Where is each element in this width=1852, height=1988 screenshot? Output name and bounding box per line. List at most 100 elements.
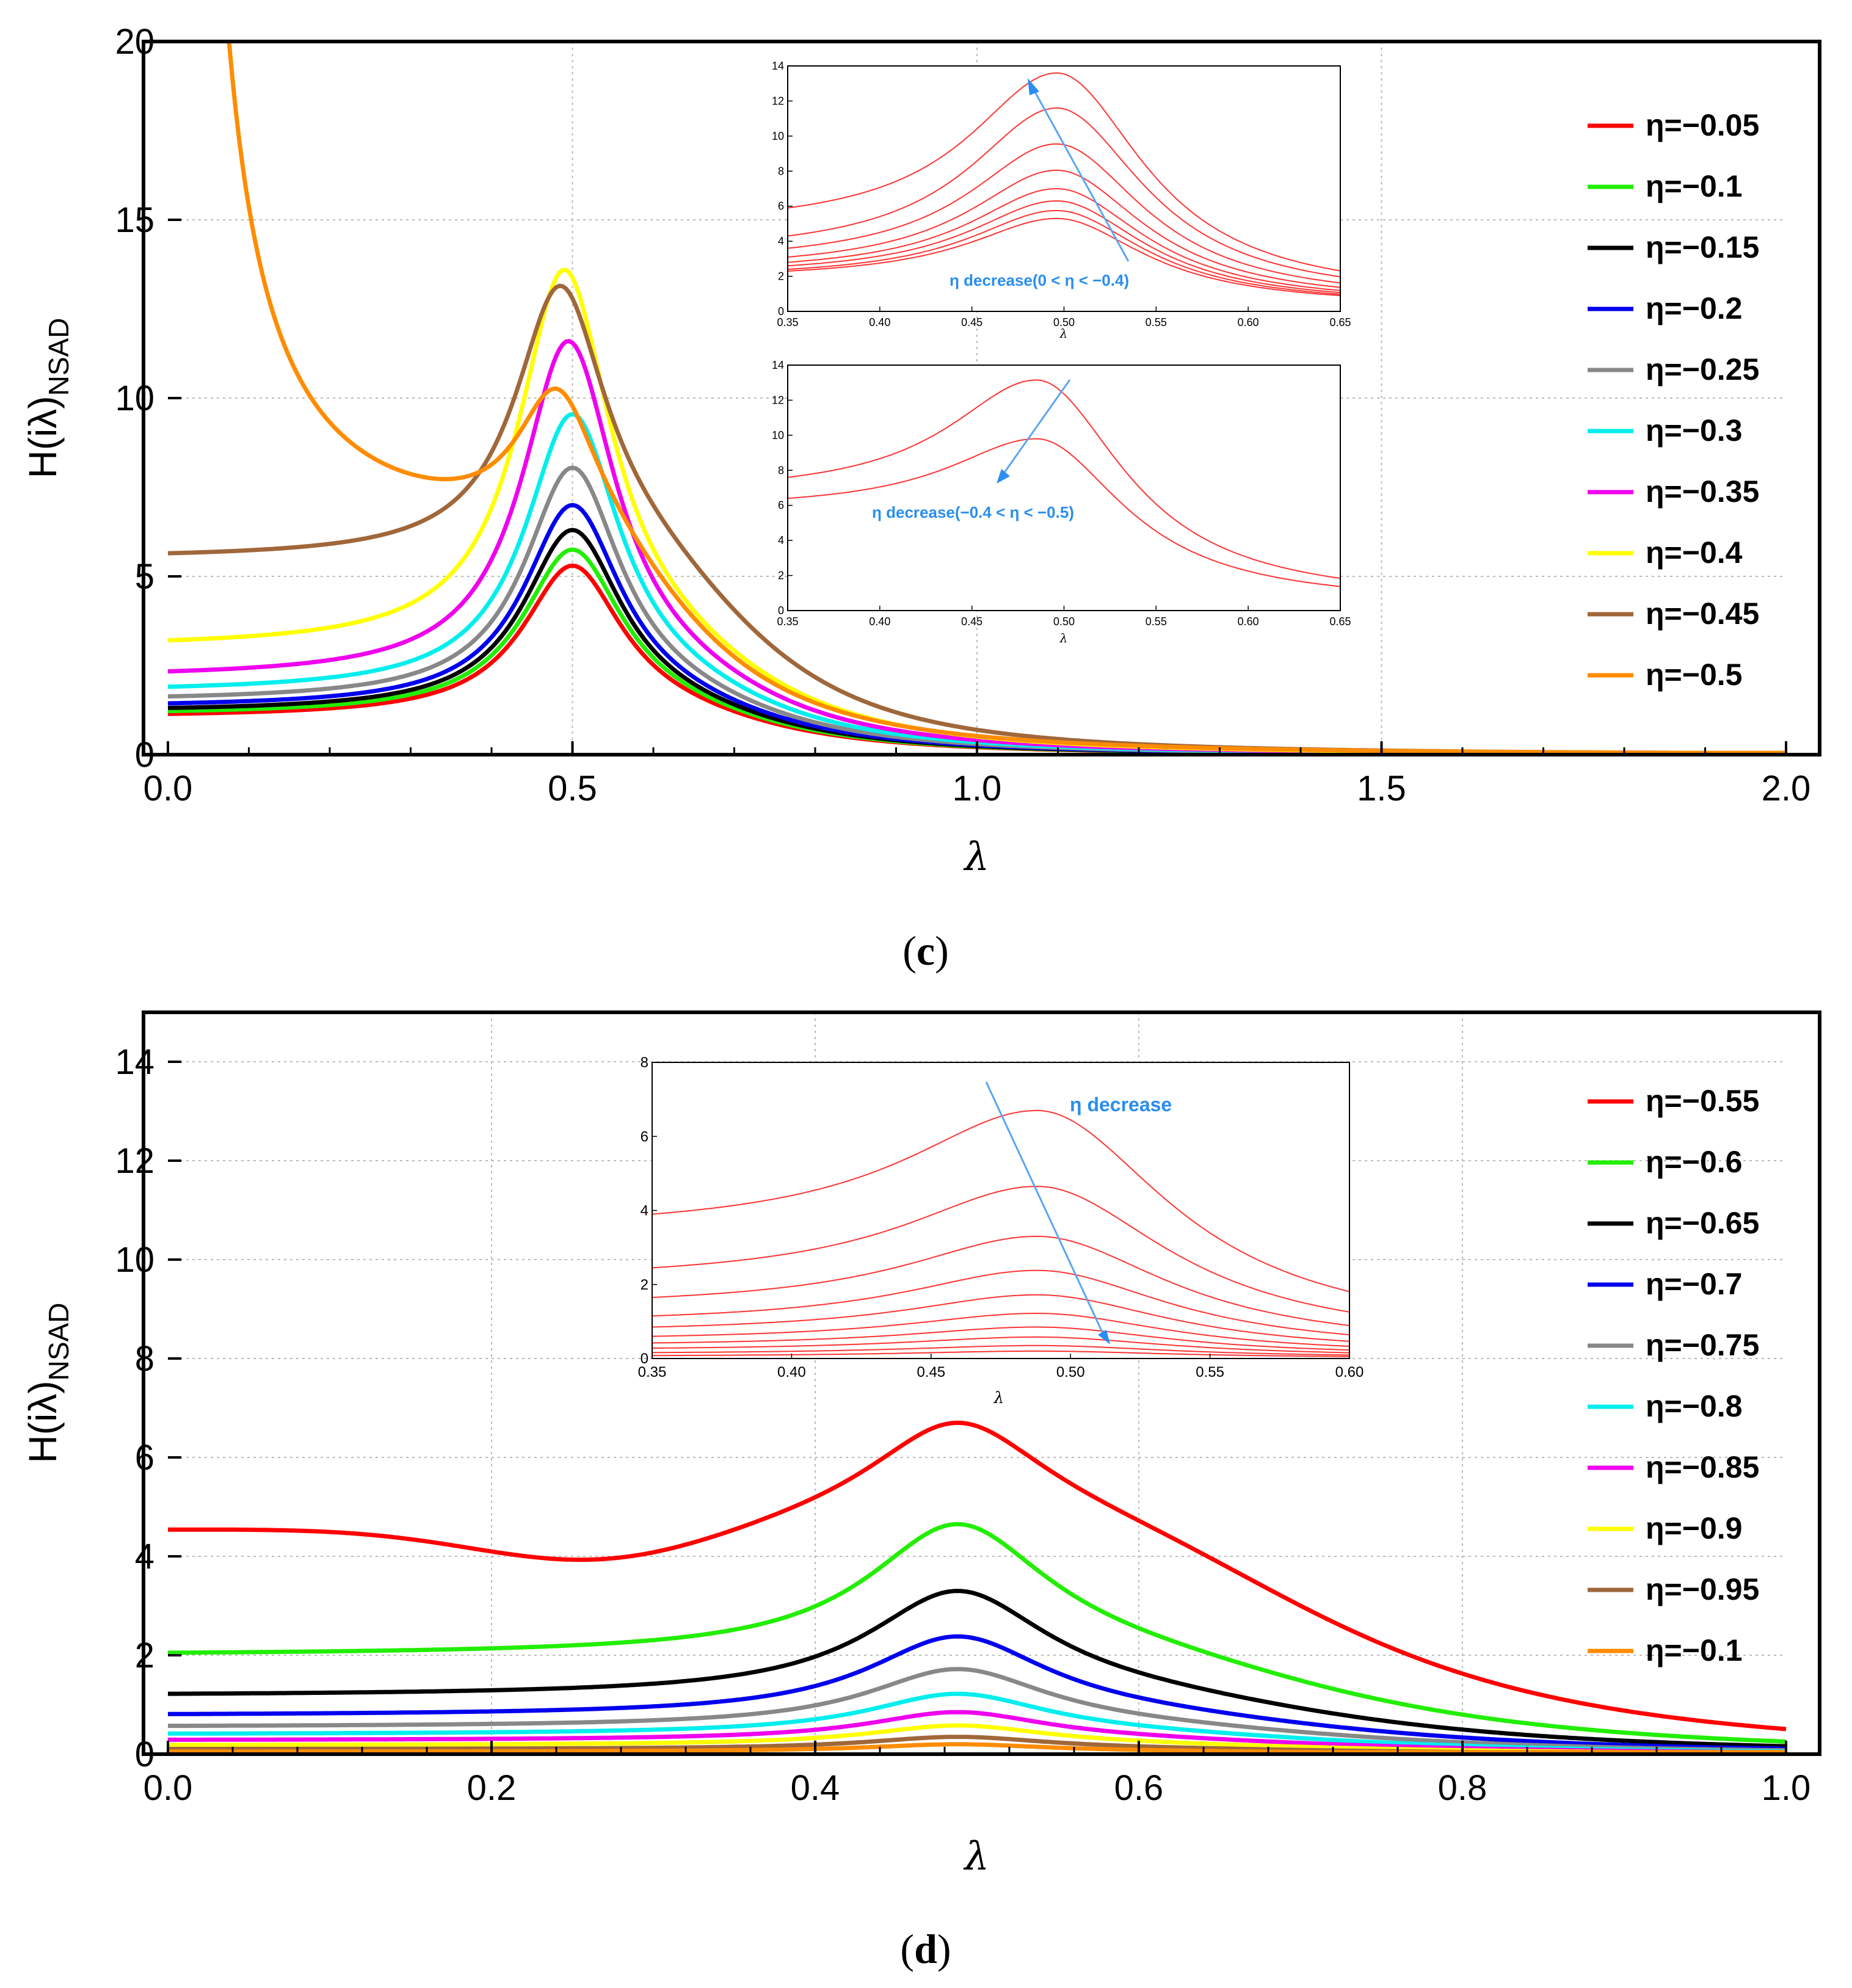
inset-x-tick-label: 0.40 xyxy=(777,1364,806,1380)
panel-d-caption: (d) xyxy=(900,1926,951,1972)
inset-curve xyxy=(787,379,1341,579)
inset-x-tick-label: 0.50 xyxy=(1053,615,1075,628)
x-tick-label: 0.4 xyxy=(791,1768,840,1808)
inset-lower-annotation: η decrease(−0.4 < η < −0.5) xyxy=(872,503,1074,521)
panel-c-caption: (c) xyxy=(902,927,949,974)
inset-curve xyxy=(652,1336,1350,1354)
inset-y-tick-label: 4 xyxy=(641,1203,648,1219)
legend-entry: η=−0.35 xyxy=(1646,474,1759,509)
inset-y-tick-label: 6 xyxy=(778,499,784,512)
inset-upper-trend-arrow xyxy=(1029,84,1130,262)
y-tick-label: 8 xyxy=(135,1339,154,1379)
series-line xyxy=(227,42,1786,755)
legend-entry: η=−0.85 xyxy=(1646,1450,1759,1484)
series-line xyxy=(168,1589,1787,1749)
inset-y-tick-label: 14 xyxy=(772,60,784,72)
inset-x-tick-label: 0.45 xyxy=(917,1364,945,1380)
panel-d-y-ticks: 0 2 4 6 8 10 12 14 xyxy=(115,1042,181,1774)
inset-x-tick-label: 0.45 xyxy=(961,615,982,628)
legend-entry: η=−0.9 xyxy=(1646,1511,1742,1545)
inset-lower-curves xyxy=(787,379,1341,587)
inset-curve xyxy=(787,200,1341,294)
inset-y-tick-label: 8 xyxy=(641,1054,648,1071)
inset-lower-arrowhead xyxy=(997,469,1010,484)
legend-entry: η=−0.55 xyxy=(1646,1084,1759,1118)
panel-d-chart: 0.0 0.2 0.4 0.6 0.8 1.0 0 2 4 6 8 10 12 14 λ H(iλ)NS… xyxy=(21,1010,1821,1972)
panel-c-x-axis-label: λ xyxy=(963,835,990,880)
inset-y-tick-label: 4 xyxy=(778,235,784,247)
x-tick-label: 0.8 xyxy=(1438,1768,1487,1808)
inset-curve xyxy=(787,72,1341,272)
legend-entry: η=−0.6 xyxy=(1646,1145,1742,1179)
series-line xyxy=(168,1420,1787,1732)
inset-curve xyxy=(652,1344,1350,1356)
inset-upper-arrowhead xyxy=(1028,78,1039,95)
legend-entry: η=−0.75 xyxy=(1646,1328,1759,1362)
series-line xyxy=(168,1522,1787,1744)
inset-x-tick-label: 0.60 xyxy=(1238,316,1259,328)
inset-y-tick-label: 10 xyxy=(772,429,784,441)
inset-x-tick-label: 0.35 xyxy=(638,1364,667,1380)
inset-curve xyxy=(652,1186,1350,1313)
inset-upper-ticks: 0.35 0.40 0.45 0.50 0.55 0.60 0.65 0 2 4 6 8 10 12 14 xyxy=(772,60,1351,328)
inset-lower-trend-arrow xyxy=(1001,379,1071,476)
inset-x-tick-label: 0.65 xyxy=(1329,615,1351,628)
x-tick-label: 1.0 xyxy=(953,769,1002,808)
inset-curve xyxy=(652,1269,1350,1335)
inset-y-tick-label: 2 xyxy=(641,1277,648,1293)
y-tick-label: 14 xyxy=(115,1042,154,1082)
x-tick-label: 0.2 xyxy=(467,1768,517,1808)
inset-d-annotation: η decrease xyxy=(1070,1094,1172,1116)
series-line xyxy=(168,1742,1786,1754)
y-tick-label: 4 xyxy=(135,1537,154,1576)
inset-x-tick-label: 0.60 xyxy=(1238,615,1259,628)
panel-c-y-ticks: 0 5 10 15 20 xyxy=(115,22,181,775)
x-tick-label: 1.0 xyxy=(1762,1768,1811,1808)
inset-x-tick-label: 0.55 xyxy=(1146,316,1167,328)
inset-lower-background xyxy=(788,365,1340,611)
panel-d-inset: 0.35 0.40 0.45 0.50 0.55 0.60 0 2 4 6 8 λ η decrea… xyxy=(638,1054,1364,1407)
panel-c-x-ticks: 0.0 0.5 1.0 1.5 2.0 xyxy=(143,741,1811,808)
inset-y-tick-label: 0 xyxy=(641,1351,648,1367)
legend-entry: η=−0.1 xyxy=(1646,169,1742,203)
inset-curve xyxy=(787,209,1341,295)
x-tick-label: 0.6 xyxy=(1114,1768,1164,1808)
x-tick-label: 0.0 xyxy=(143,1768,193,1808)
y-tick-label: 5 xyxy=(135,557,154,597)
panel-c-legend: η=−0.05 η=−0.1 η=−0.15 η=−0.2 η=−0.25 η=−0.3 η… xyxy=(1588,108,1759,692)
y-tick-label: 6 xyxy=(135,1438,154,1478)
legend-entry: η=−0.1 xyxy=(1646,1633,1742,1667)
series-line xyxy=(168,1667,1786,1753)
inset-x-tick-label: 0.55 xyxy=(1146,615,1167,628)
inset-y-tick-label: 0 xyxy=(778,305,784,317)
x-tick-label: 2.0 xyxy=(1762,769,1811,808)
inset-d-arrowhead xyxy=(1098,1330,1110,1344)
inset-curve xyxy=(787,169,1341,288)
y-tick-label: 20 xyxy=(115,22,154,62)
inset-x-tick-label: 0.35 xyxy=(777,615,798,628)
inset-upper-annotation: η decrease(0 < η < −0.4) xyxy=(950,271,1129,289)
legend-entry: η=−0.3 xyxy=(1646,413,1742,448)
legend-entry: η=−0.5 xyxy=(1646,658,1742,692)
inset-x-tick-label: 0.40 xyxy=(869,316,890,328)
inset-curve xyxy=(787,187,1341,291)
inset-lower-x-label: λ xyxy=(1059,631,1068,645)
inset-curve xyxy=(787,438,1341,587)
legend-entry: η=−0.65 xyxy=(1646,1206,1759,1240)
inset-y-tick-label: 2 xyxy=(778,570,784,582)
legend-entry: η=−0.95 xyxy=(1646,1572,1759,1606)
inset-curve xyxy=(787,217,1341,297)
y-tick-label: 10 xyxy=(115,1240,154,1280)
inset-d-x-label: λ xyxy=(993,1389,1004,1407)
panel-d-grid xyxy=(168,1012,1786,1754)
inset-y-tick-label: 12 xyxy=(772,394,784,406)
x-tick-label: 0.5 xyxy=(548,769,597,808)
inset-y-tick-label: 8 xyxy=(778,464,784,476)
legend-entry: η=−0.45 xyxy=(1646,597,1759,631)
inset-x-tick-label: 0.40 xyxy=(869,615,890,628)
inset-x-tick-label: 0.65 xyxy=(1329,316,1351,328)
y-tick-label: 2 xyxy=(135,1636,154,1675)
legend-entry: η=−0.8 xyxy=(1646,1389,1742,1423)
inset-x-tick-label: 0.35 xyxy=(777,316,798,328)
